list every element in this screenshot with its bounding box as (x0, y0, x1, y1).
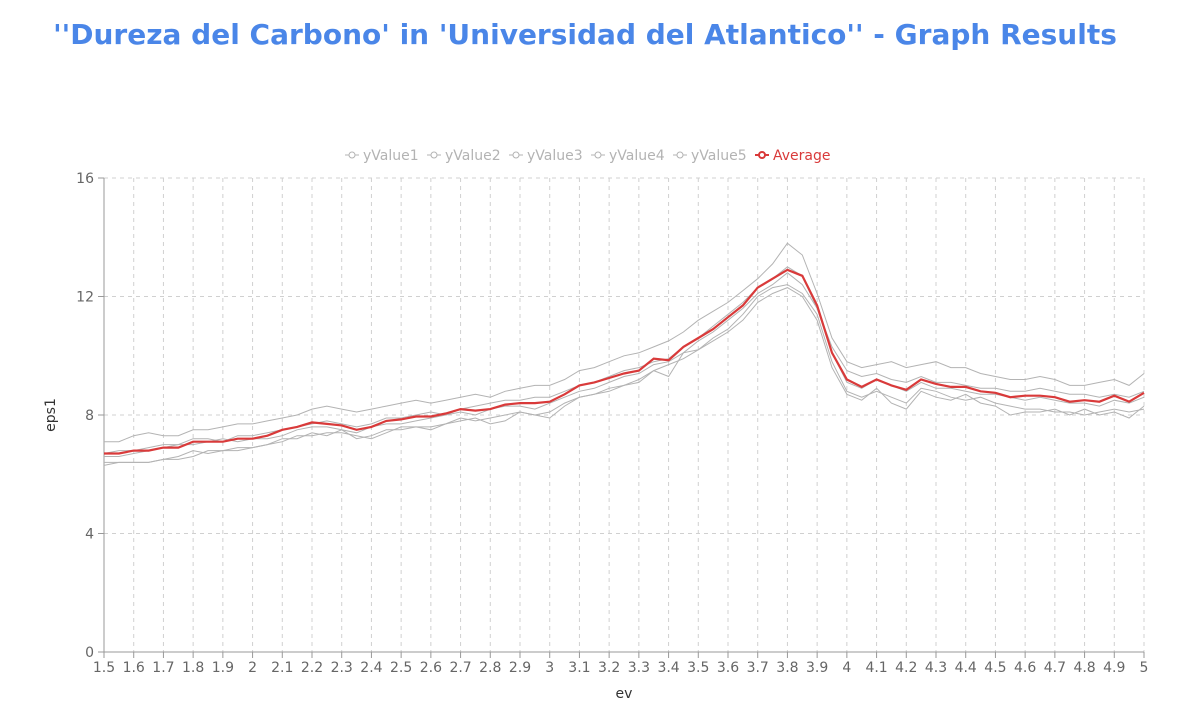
x-tick-label: 3.8 (776, 660, 798, 676)
grid (104, 177, 1145, 652)
legend-marker-icon (348, 151, 356, 159)
x-tick-label: 2.5 (390, 660, 412, 676)
y-tick-label: 0 (85, 645, 94, 661)
page-title: ''Dureza del Carbono' in 'Universidad de… (53, 18, 1117, 51)
x-tick-label: 1.8 (182, 660, 204, 676)
x-tick-label: 3.6 (717, 660, 739, 676)
x-tick-label: 2.4 (360, 660, 382, 676)
legend-label: yValue3 (527, 148, 583, 164)
y-axis-label: eps1 (43, 398, 59, 432)
x-tick-label: 2.8 (479, 660, 501, 676)
y-axis-ticks: 0 4 8 12 16 (76, 171, 104, 661)
legend-label: Average (773, 148, 831, 164)
legend: yValue1 yValue2 yValue3 yValue4 yValue5 Avera… (345, 148, 831, 164)
x-tick-label: 1.7 (152, 660, 174, 676)
series-line-yvalue5 (104, 272, 1145, 457)
legend-item-yvalue4[interactable]: yValue4 (591, 148, 665, 164)
x-tick-label: 3 (545, 660, 554, 676)
legend-label: yValue5 (691, 148, 747, 164)
y-tick-label: 4 (85, 527, 94, 543)
x-tick-label: 1.5 (93, 660, 115, 676)
x-tick-label: 5 (1140, 660, 1149, 676)
legend-item-yvalue3[interactable]: yValue3 (509, 148, 583, 164)
legend-label: yValue1 (363, 148, 419, 164)
x-axis-label: ev (616, 686, 633, 702)
x-tick-label: 2.6 (420, 660, 442, 676)
y-tick-label: 12 (76, 290, 94, 306)
x-tick-label: 4.6 (1014, 660, 1036, 676)
x-tick-label: 2.1 (271, 660, 293, 676)
legend-item-average[interactable]: Average (755, 148, 831, 164)
legend-label: yValue2 (445, 148, 501, 164)
legend-marker-icon (512, 151, 520, 159)
legend-marker-icon (430, 151, 438, 159)
x-tick-label: 2.9 (509, 660, 531, 676)
x-tick-label: 3.5 (687, 660, 709, 676)
x-tick-label: 2.3 (331, 660, 353, 676)
x-axis-ticks: 1.5 1.6 1.7 1.8 1.9 2 2.1 2.2 2.3 2.4 2.5 2.6 2.7 2.8… (93, 652, 1149, 676)
x-tick-label: 4.8 (1073, 660, 1095, 676)
legend-label: yValue4 (609, 148, 665, 164)
x-tick-label: 4 (842, 660, 851, 676)
series-line-yvalue3 (103, 266, 1145, 454)
legend-marker-icon (758, 151, 766, 159)
x-tick-label: 2.7 (449, 660, 471, 676)
y-tick-label: 16 (76, 171, 94, 187)
x-tick-label: 3.1 (568, 660, 590, 676)
series-line-average (104, 268, 1145, 455)
x-tick-label: 1.6 (123, 660, 145, 676)
legend-item-yvalue5[interactable]: yValue5 (673, 148, 747, 164)
x-tick-label: 2.2 (301, 660, 323, 676)
x-tick-label: 4.7 (1044, 660, 1066, 676)
x-tick-label: 3.4 (657, 660, 679, 676)
x-tick-label: 3.3 (628, 660, 650, 676)
x-tick-label: 4.1 (865, 660, 887, 676)
x-tick-label: 4.9 (1103, 660, 1125, 676)
legend-marker-icon (676, 151, 684, 159)
x-tick-label: 4.4 (955, 660, 977, 676)
x-tick-label: 2 (248, 660, 257, 676)
x-tick-label: 4.2 (895, 660, 917, 676)
y-tick-label: 8 (85, 408, 94, 424)
series-lines (103, 242, 1145, 466)
x-tick-label: 1.9 (212, 660, 234, 676)
x-tick-label: 3.2 (598, 660, 620, 676)
x-tick-label: 3.7 (747, 660, 769, 676)
x-tick-label: 4.3 (925, 660, 947, 676)
series-line-yvalue4 (103, 287, 1145, 466)
legend-item-yvalue1[interactable]: yValue1 (345, 148, 419, 164)
legend-marker-icon (594, 151, 602, 159)
legend-item-yvalue2[interactable]: yValue2 (427, 148, 501, 164)
series-line-yvalue1 (104, 242, 1145, 443)
x-tick-label: 4.5 (984, 660, 1006, 676)
x-tick-label: 3.9 (806, 660, 828, 676)
